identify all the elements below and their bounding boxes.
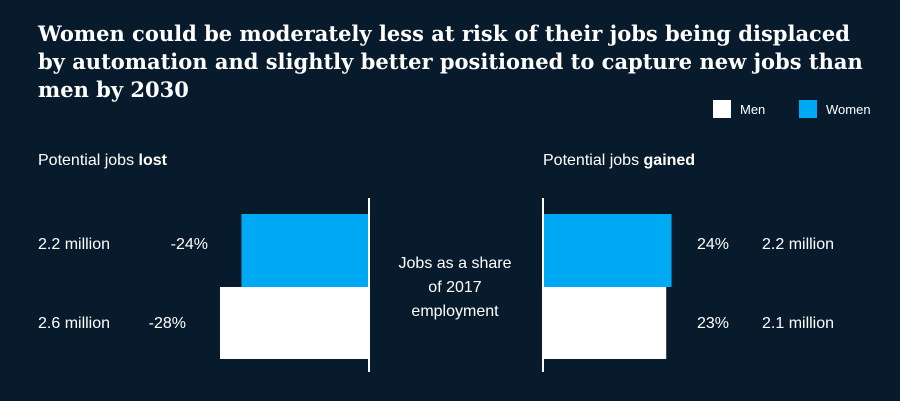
value-label-lost-women: -24% — [170, 236, 208, 253]
bar-gained-men — [543, 287, 667, 359]
panel-title-gained-bold: gained — [643, 152, 696, 169]
value-label-gained-women: 24% — [697, 236, 730, 253]
jobs-label-gained-women: 2.2 million — [762, 236, 835, 253]
value-label-gained-men: 23% — [697, 315, 730, 332]
legend-label-women: Women — [826, 101, 871, 117]
legend-item-men: Men — [713, 100, 765, 118]
jobs-label-gained-men: 2.1 million — [762, 315, 835, 332]
value-label-lost-men: -28% — [148, 315, 186, 332]
panel-title-lost: Potential jobs lost — [38, 152, 167, 170]
panel-title-gained-prefix: Potential jobs — [543, 152, 644, 169]
bar-gained-women — [543, 214, 672, 287]
panel-title-lost-prefix: Potential jobs — [38, 152, 139, 169]
legend-swatch-men — [713, 100, 731, 118]
panel-title-lost-bold: lost — [138, 152, 167, 169]
center-label: Jobs as a share of 2017 employment — [398, 255, 512, 320]
legend-swatch-women — [799, 100, 817, 118]
legend-item-women: Women — [799, 100, 871, 118]
panel-title-gained: Potential jobs gained — [543, 152, 695, 170]
jobs-label-lost-women: 2.2 million — [38, 236, 111, 253]
legend-label-men: Men — [740, 101, 766, 117]
bar-lost-women — [241, 214, 370, 287]
bar-lost-men — [220, 287, 370, 359]
chart-title: Women could be moderately less at risk o… — [38, 21, 863, 102]
jobs-label-lost-men: 2.6 million — [38, 315, 111, 332]
